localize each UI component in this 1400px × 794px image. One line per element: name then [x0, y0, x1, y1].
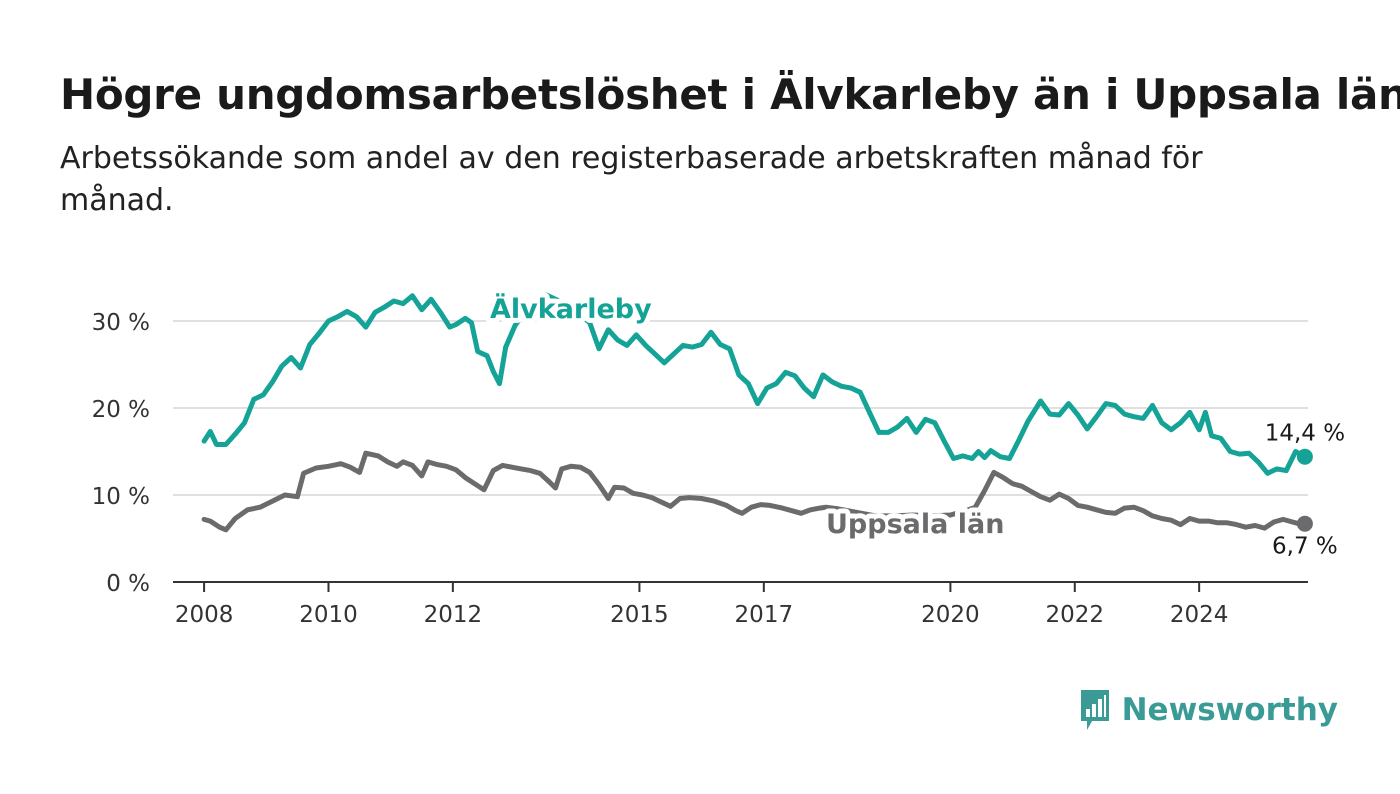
newsworthy-brand: Newsworthy: [1078, 688, 1338, 732]
end-value-label: 14,4 %: [1265, 421, 1345, 447]
chart-title: Högre ungdomsarbetslöshet i Älvkarleby ä…: [60, 70, 1400, 119]
x-tick-label: 2015: [610, 602, 669, 628]
end-marker: [1296, 448, 1313, 465]
series-name-halo: Uppsala län: [826, 509, 1004, 540]
x-tick-label: 2010: [299, 602, 358, 628]
y-tick-label: 30 %: [92, 310, 150, 336]
y-tick-label: 10 %: [92, 484, 150, 510]
end-value-label: 6,7 %: [1272, 534, 1338, 560]
x-tick-label: 2012: [424, 602, 483, 628]
y-tick-label: 0 %: [106, 571, 150, 597]
series-name-label: Älvkarleby: [490, 293, 652, 325]
series-line-uppsala: [201, 450, 1308, 533]
x-tick-label: 2017: [735, 602, 794, 628]
x-tick-label: 2008: [175, 602, 234, 628]
x-tick-label: 2022: [1046, 602, 1105, 628]
series-name-halo: Älvkarleby: [490, 293, 652, 325]
x-tick-label: 2024: [1170, 602, 1229, 628]
gridlines: [173, 320, 1308, 496]
chart-subtitle: Arbetssökande som andel av den registerb…: [60, 141, 1203, 218]
series-name-label: Uppsala län: [826, 509, 1004, 540]
series-line-alvkarleby: [201, 292, 1308, 476]
axes: 0 % 10 % 20 % 30 % 2008 2010 2012 2015 2017 2020 2…: [92, 310, 1308, 628]
x-tick-label: 2020: [921, 602, 980, 628]
y-tick-label: 20 %: [92, 397, 150, 423]
brand-name: Newsworthy: [1121, 692, 1338, 728]
series-lines: [201, 292, 1313, 533]
newsworthy-logo-icon: [1080, 690, 1109, 730]
end-marker: [1296, 515, 1313, 532]
